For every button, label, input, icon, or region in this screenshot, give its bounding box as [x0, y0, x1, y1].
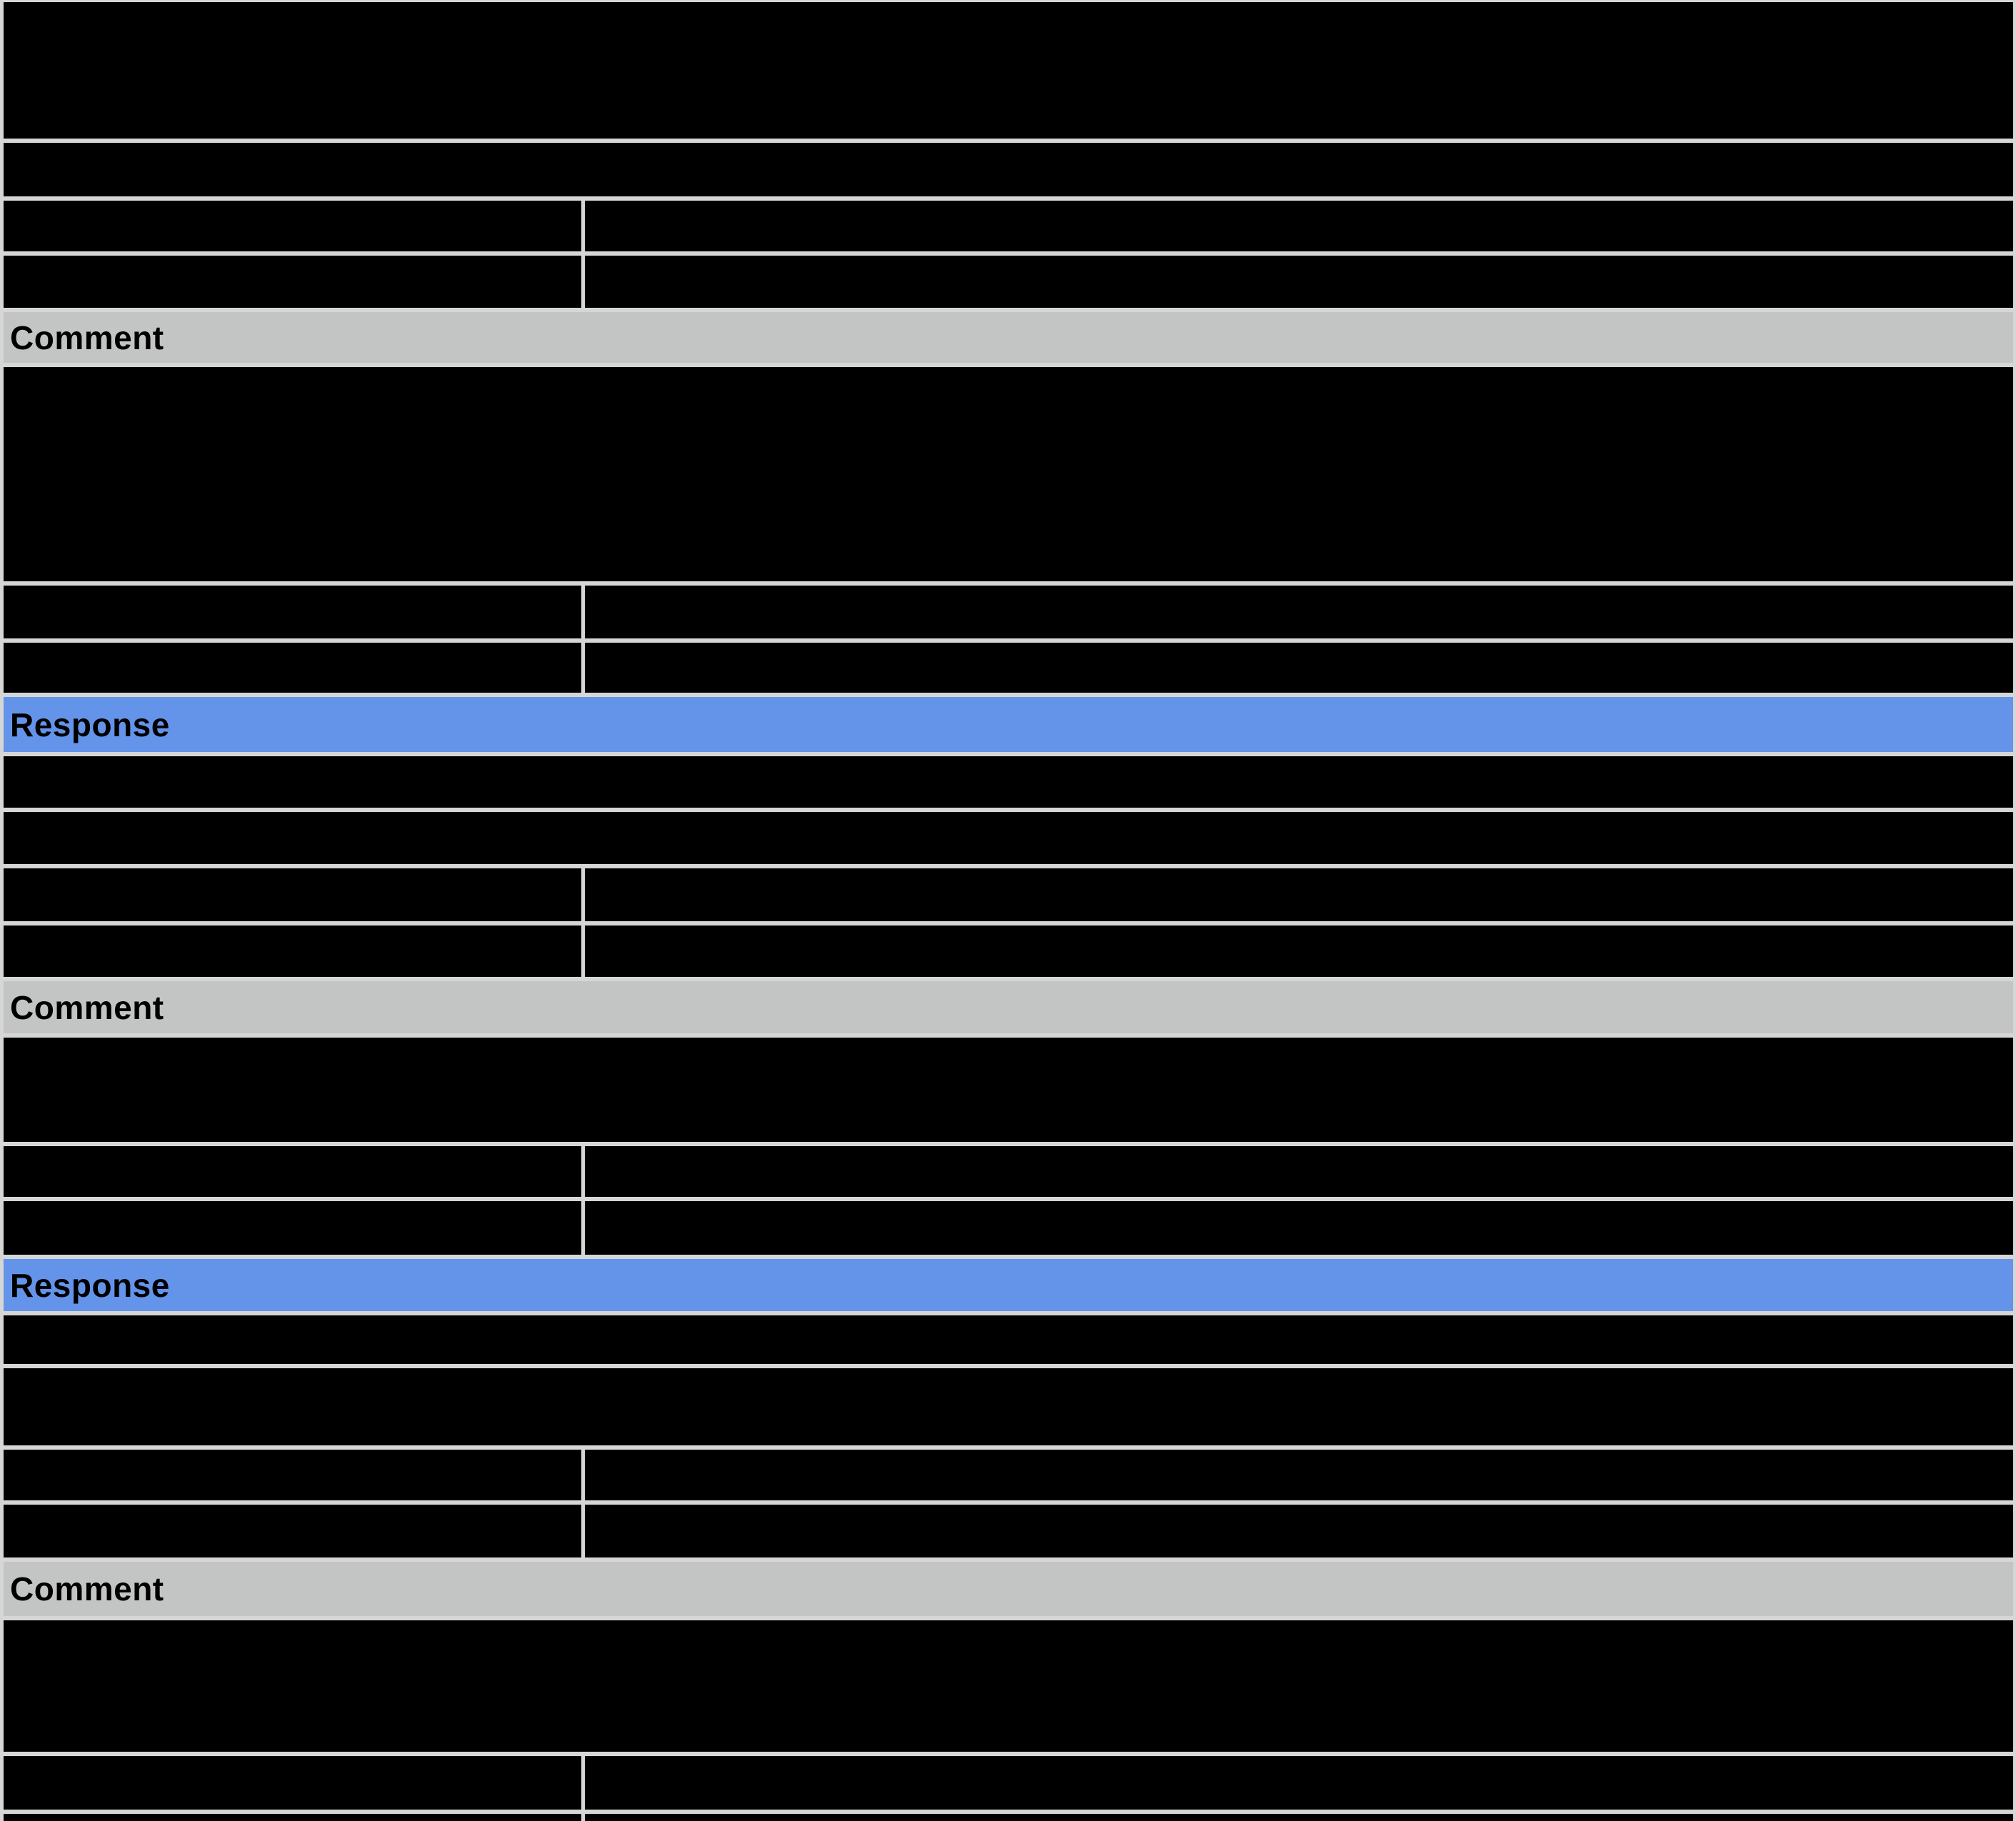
response-header-label: Response — [10, 706, 170, 743]
redacted-block — [4, 1315, 2013, 1364]
response-header-label: Response — [10, 1266, 170, 1304]
redacted-cell-left — [4, 1450, 581, 1500]
comment-section-header: Comment — [4, 981, 2013, 1033]
redacted-split-row — [4, 1756, 2013, 1810]
comment-section-header: Comment — [4, 312, 2013, 363]
redacted-cell-left — [4, 643, 581, 693]
redacted-cell-right — [585, 1814, 2013, 1821]
redacted-block — [4, 1368, 2013, 1445]
redacted-cell-left — [4, 1814, 581, 1821]
redacted-split-row — [4, 1146, 2013, 1197]
comment-section-header: Comment — [4, 1562, 2013, 1616]
redacted-split-row — [4, 256, 2013, 308]
redacted-cell-left — [4, 1505, 581, 1557]
redacted-cell-right — [585, 1450, 2013, 1500]
redacted-split-row — [4, 1201, 2013, 1255]
redacted-cell-left — [4, 1201, 581, 1255]
redacted-cell-left — [4, 868, 581, 921]
redacted-cell-left — [4, 256, 581, 308]
redacted-split-row — [4, 1450, 2013, 1500]
redacted-cell-right — [585, 925, 2013, 977]
redacted-block — [4, 367, 2013, 581]
redacted-cell-right — [585, 1201, 2013, 1255]
comment-header-label: Comment — [10, 988, 164, 1026]
redacted-cell-right — [585, 256, 2013, 308]
redacted-cell-right — [585, 1756, 2013, 1810]
redacted-cell-left — [4, 201, 581, 251]
redacted-block — [4, 812, 2013, 864]
comment-header-label: Comment — [10, 318, 164, 356]
redacted-cell-left — [4, 925, 581, 977]
redacted-cell-right — [585, 1505, 2013, 1557]
redacted-cell-left — [4, 1756, 581, 1810]
redacted-split-row — [4, 643, 2013, 693]
redacted-split-row — [4, 925, 2013, 977]
redacted-cell-right — [585, 643, 2013, 693]
redacted-split-row — [4, 201, 2013, 251]
redacted-cell-left — [4, 1146, 581, 1197]
redacted-block — [4, 1038, 2013, 1142]
redacted-cell-right — [585, 868, 2013, 921]
redacted-split-row — [4, 1814, 2013, 1821]
redacted-block — [4, 2, 2013, 139]
response-section-header: Response — [4, 697, 2013, 752]
comment-header-label: Comment — [10, 1570, 164, 1607]
redacted-cell-right — [585, 1146, 2013, 1197]
redacted-cell-right — [585, 201, 2013, 251]
redacted-split-row — [4, 586, 2013, 638]
redacted-block — [4, 756, 2013, 808]
redacted-cell-right — [585, 586, 2013, 638]
redacted-block — [4, 1620, 2013, 1752]
redacted-block — [4, 143, 2013, 196]
redacted-split-row — [4, 1505, 2013, 1557]
redacted-split-row — [4, 868, 2013, 921]
redacted-cell-left — [4, 586, 581, 638]
response-section-header: Response — [4, 1259, 2013, 1311]
